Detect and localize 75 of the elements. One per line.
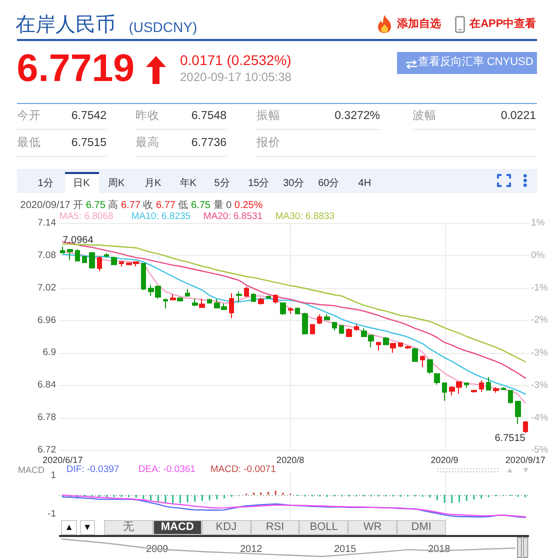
text: BOLL xyxy=(310,520,338,533)
text: 15分 xyxy=(248,178,270,189)
y-tick-label: 7.08 xyxy=(38,250,56,261)
text: 0.0171 (0.2532%) xyxy=(180,52,292,68)
text: 无 xyxy=(123,520,134,533)
y2-tick-label: -3% xyxy=(531,347,548,358)
text: MA5: 6.8068 xyxy=(59,210,114,222)
y-tick-label: 6.96 xyxy=(38,314,56,326)
text: 今开 xyxy=(16,110,41,123)
text: 周K xyxy=(108,178,125,189)
y-tick-label: -1 xyxy=(48,508,56,520)
text: 6.7736 xyxy=(191,136,227,150)
text: 在岸人民币 xyxy=(16,14,116,36)
text: 昨收 xyxy=(136,110,160,123)
text: 日K xyxy=(73,178,90,189)
y2-tick-label: -4% xyxy=(531,412,548,424)
text: 5分 xyxy=(214,178,230,189)
y-tick-label: 6.84 xyxy=(38,380,56,391)
text: 60分 xyxy=(318,178,340,189)
x-tick-label: 2020/9/17 xyxy=(505,455,546,465)
x-tick-label: 2020/6/17 xyxy=(42,455,83,465)
y2-tick-label: 1% xyxy=(531,218,546,228)
text: 2020/09/17 开 6.75 高 6.77 收 6.77 低 6.75 量 0 0.25% xyxy=(20,200,263,210)
text: 1分 xyxy=(38,178,54,189)
y-tick-label: 6.78 xyxy=(38,412,56,424)
annotation: 6.7515 xyxy=(494,432,526,444)
x-tick-label: 2020/9 xyxy=(430,455,458,465)
y2-tick-label: -5% xyxy=(531,444,548,456)
text: RSI xyxy=(266,520,284,533)
text: 月K xyxy=(144,178,162,189)
text: 6.7515 xyxy=(71,136,107,150)
y-tick-label: 1 xyxy=(50,470,56,482)
text: 0.3272% xyxy=(334,110,380,123)
series-label: MACD: -0.0071 xyxy=(210,464,276,476)
text: 年K xyxy=(180,178,196,189)
text: 6.7719 xyxy=(16,46,135,90)
annotation: 7.0964 xyxy=(62,234,94,246)
y-tick-label: 7.14 xyxy=(38,218,56,228)
text: (USDCNY) xyxy=(128,19,198,36)
y-tick-label: 6.72 xyxy=(38,444,56,456)
text: 查看反向汇率 CNYUSD xyxy=(418,56,534,68)
text: KDJ xyxy=(216,520,237,533)
x-tick-label: 2015 xyxy=(334,544,357,555)
text: MA30: 6.8833 xyxy=(275,210,335,222)
x-tick-label: 2020/8 xyxy=(276,455,304,465)
text: MACD xyxy=(160,520,194,533)
text: DMI xyxy=(411,520,432,533)
y2-tick-label: -1% xyxy=(531,282,548,294)
text: 波幅 xyxy=(412,110,437,123)
y2-tick-label: -2% xyxy=(531,314,548,326)
text: ▲ xyxy=(64,522,74,532)
y2-tick-label: -3% xyxy=(531,380,548,391)
text: 振幅 xyxy=(256,110,280,123)
chart-title: MACD xyxy=(18,464,44,474)
x-tick-label: 2012 xyxy=(240,544,263,555)
text: 最高 xyxy=(136,136,160,150)
y-tick-label: 6.9 xyxy=(42,347,56,358)
text: 30分 xyxy=(283,178,304,189)
text: 添加自选 xyxy=(396,18,441,30)
text: MA10: 6.8235 xyxy=(131,210,191,222)
text: 在APP中查看 xyxy=(470,18,536,30)
text: 最低 xyxy=(16,136,41,150)
y2-tick-label: 0% xyxy=(531,250,546,262)
text: DEA: -0.0361 xyxy=(138,464,196,476)
y-tick-label: 7.02 xyxy=(38,282,56,294)
text: ▼ xyxy=(82,522,92,532)
text: 4H xyxy=(358,178,372,189)
text: DIF: -0.0397 xyxy=(66,464,120,476)
text: WR xyxy=(363,520,382,533)
text: 6.7548 xyxy=(191,110,227,123)
text: 报价 xyxy=(256,136,280,150)
text: 6.7542 xyxy=(71,110,107,123)
text: MA20: 6.8531 xyxy=(203,210,263,222)
text: 0.0221 xyxy=(500,110,536,123)
text: 2020-09-17 10:05:38 xyxy=(180,70,292,84)
